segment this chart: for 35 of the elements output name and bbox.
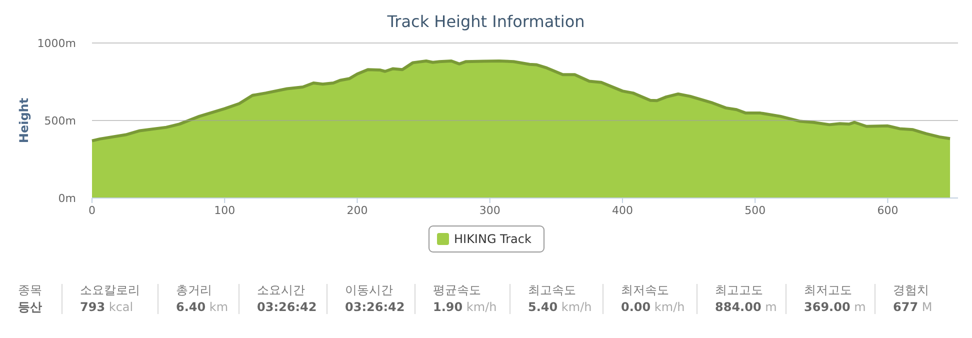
- text: 소요칼로리: [80, 283, 140, 297]
- text: 최고고도: [715, 283, 763, 297]
- text: 최고속도: [528, 283, 576, 297]
- y-tick-label: 500m: [44, 114, 76, 128]
- text: 종목: [18, 283, 42, 297]
- y-tick-label: 1000m: [37, 37, 76, 50]
- text: 677 M: [893, 300, 932, 314]
- text: 소요시간: [257, 283, 305, 297]
- text: 03:26:42: [345, 300, 405, 314]
- x-tick-label: 600: [877, 204, 898, 217]
- text: 1.90 km/h: [433, 300, 497, 314]
- text: 369.00 m: [804, 300, 866, 314]
- text: 최저속도: [621, 283, 669, 297]
- text: 0.00 km/h: [621, 300, 685, 314]
- text: 5.40 km/h: [528, 300, 592, 314]
- text: 총거리: [176, 283, 212, 297]
- x-tick-label: 400: [612, 204, 633, 217]
- y-tick-label: 0m: [58, 192, 76, 205]
- text: 이동시간: [345, 283, 393, 297]
- text: 평균속도: [433, 283, 481, 297]
- x-tick-label: 300: [479, 204, 500, 217]
- text: 793 kcal: [80, 300, 134, 314]
- legend-label: HIKING Track: [454, 232, 532, 246]
- text: 6.40 km: [176, 300, 228, 314]
- x-tick-label: 500: [744, 204, 766, 217]
- x-tick-label: 200: [346, 204, 368, 217]
- text: 03:26:42: [257, 300, 317, 314]
- text: 최저고도: [804, 283, 852, 297]
- text: 경험치: [893, 283, 929, 297]
- y-axis-title: Height: [17, 98, 31, 144]
- text: 등산: [18, 300, 42, 314]
- chart-title: Track Height Information: [386, 12, 585, 31]
- x-tick-label: 0: [88, 204, 96, 217]
- text: 884.00 m: [715, 300, 777, 314]
- x-tick-label: 100: [214, 204, 236, 217]
